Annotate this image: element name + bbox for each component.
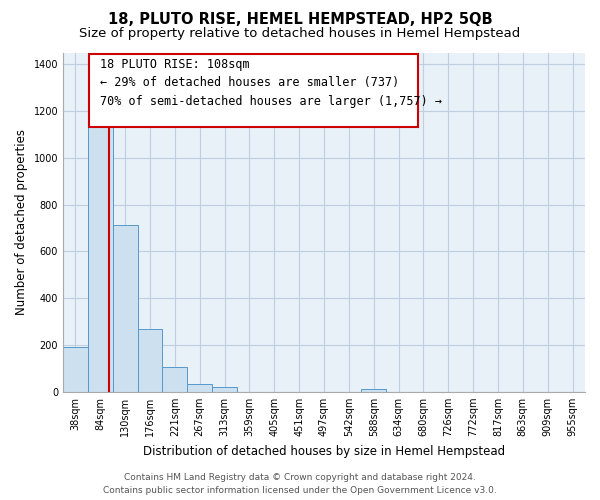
Y-axis label: Number of detached properties: Number of detached properties: [15, 129, 28, 315]
Text: 18 PLUTO RISE: 108sqm
← 29% of detached houses are smaller (737)
70% of semi-det: 18 PLUTO RISE: 108sqm ← 29% of detached …: [100, 58, 442, 108]
Text: Size of property relative to detached houses in Hemel Hempstead: Size of property relative to detached ho…: [79, 28, 521, 40]
Text: 18, PLUTO RISE, HEMEL HEMPSTEAD, HP2 5QB: 18, PLUTO RISE, HEMEL HEMPSTEAD, HP2 5QB: [107, 12, 493, 28]
Bar: [212, 386, 237, 392]
Bar: [113, 225, 137, 392]
FancyBboxPatch shape: [89, 54, 418, 127]
Bar: [187, 384, 212, 392]
Text: Contains HM Land Registry data © Crown copyright and database right 2024.
Contai: Contains HM Land Registry data © Crown c…: [103, 474, 497, 495]
Bar: [361, 389, 386, 392]
Bar: [137, 328, 163, 392]
Bar: [163, 366, 187, 392]
Bar: [88, 122, 113, 392]
X-axis label: Distribution of detached houses by size in Hemel Hempstead: Distribution of detached houses by size …: [143, 444, 505, 458]
Bar: [63, 346, 88, 392]
